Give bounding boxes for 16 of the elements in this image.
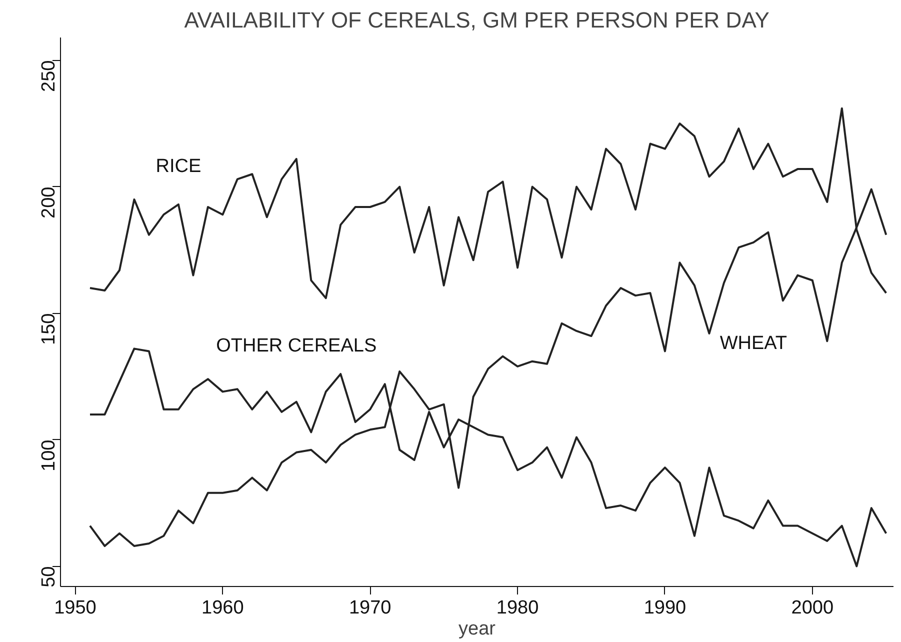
y-tick-label: 50 [38,566,60,588]
series-label: RICE [156,156,202,178]
x-tick-label: 1980 [496,598,539,618]
x-axis-title: year [458,618,496,640]
y-tick-label: 100 [38,440,60,472]
chart-title: AVAILABILITY OF CEREALS, GM PER PERSON PER DAY [184,8,770,32]
y-tick-label: 200 [38,186,60,218]
series-label: OTHER CEREALS [216,336,377,357]
y-tick-label: 250 [38,60,60,92]
y-tick-label: 150 [38,313,60,345]
x-tick-label: 1970 [348,598,392,618]
x-tick-label: 1990 [644,598,686,618]
x-tick-label: 2000 [791,598,834,618]
x-tick-label: 1960 [202,598,244,618]
series-label: WHEAT [720,333,788,354]
x-tick-label: 1950 [54,598,96,618]
